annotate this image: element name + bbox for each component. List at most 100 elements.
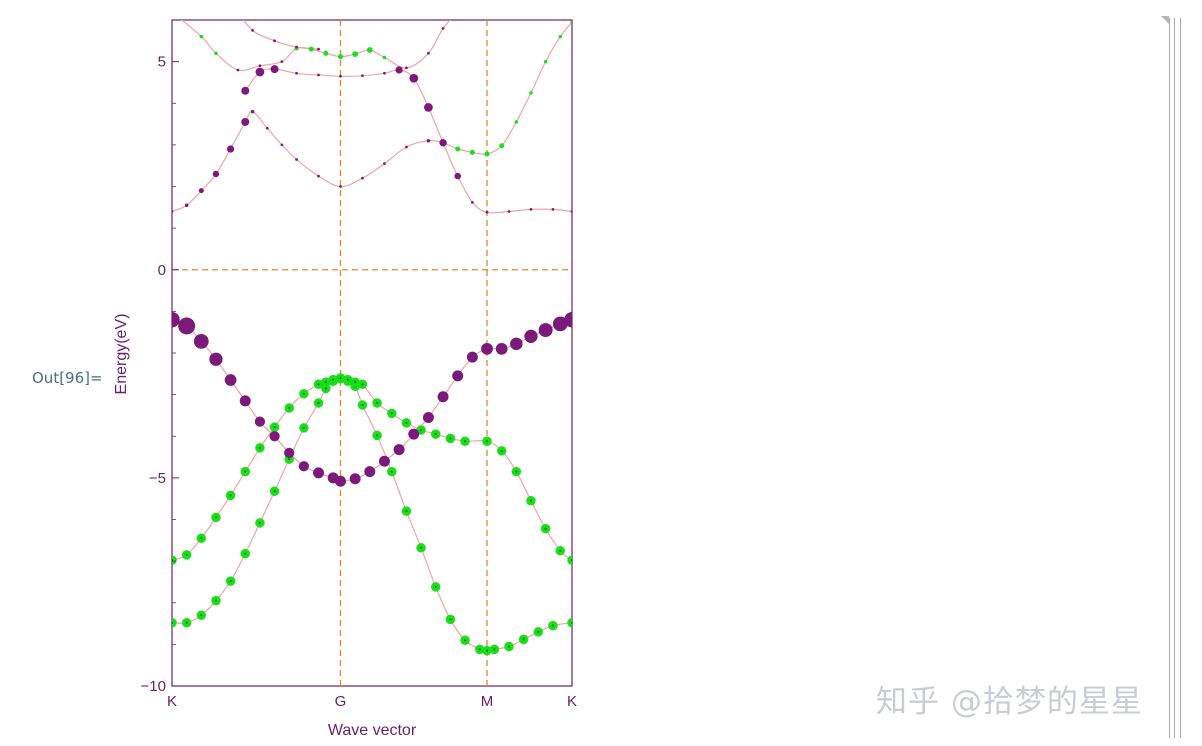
band-point: [466, 351, 478, 363]
band-curve-1: [172, 378, 572, 652]
band-point: [214, 51, 218, 56]
band-point: [538, 323, 553, 338]
band-point: [427, 51, 430, 55]
band-point: [570, 20, 572, 24]
band-point-center: [464, 639, 467, 642]
axis-ticks: 50−5−10K G M K: [141, 19, 577, 710]
band-point: [352, 51, 359, 58]
band-point-center: [478, 648, 481, 651]
band-point: [308, 46, 314, 52]
band-point: [409, 73, 419, 83]
band-point: [470, 200, 474, 204]
band-point: [529, 208, 533, 211]
band-point: [499, 143, 505, 149]
band-point-center: [288, 406, 291, 409]
band-point: [317, 47, 320, 51]
band-point: [378, 455, 390, 467]
band-point-center: [464, 440, 467, 443]
band-point: [209, 352, 223, 366]
band-point: [313, 467, 325, 479]
band-point: [298, 461, 309, 472]
band-point: [255, 67, 265, 77]
band-point: [226, 145, 235, 153]
band-point: [422, 412, 434, 424]
band-point-center: [434, 433, 437, 436]
band-point: [405, 66, 408, 70]
band-point-center: [551, 624, 554, 627]
band-point: [323, 50, 329, 56]
band-point-center: [361, 404, 364, 407]
band-point-center: [339, 376, 342, 379]
band-point: [193, 333, 209, 349]
band-point-center: [229, 494, 232, 497]
band-point: [395, 66, 403, 74]
band-point: [241, 86, 250, 95]
band-point-center: [390, 412, 393, 415]
band-point-center: [258, 521, 261, 524]
band-point: [258, 64, 262, 68]
band-point-center: [486, 649, 489, 652]
band-point: [529, 91, 533, 95]
band-point: [481, 342, 493, 355]
band-point-center: [302, 426, 305, 429]
band-point-center: [449, 618, 452, 621]
band-point: [469, 149, 475, 155]
band-point-center: [244, 552, 247, 555]
band-point-center: [515, 470, 518, 473]
band-point-center: [302, 392, 305, 395]
band-point: [241, 117, 250, 126]
band-point-center: [200, 614, 203, 617]
band-point-center: [405, 510, 408, 513]
x-tick-label: G: [335, 693, 347, 710]
watermark-text: 知乎 @拾梦的星星: [876, 684, 1143, 720]
band-point: [558, 34, 563, 39]
band-points: [172, 10, 572, 656]
cell-bracket-mid[interactable]: [1174, 18, 1175, 738]
band-point: [441, 26, 445, 30]
band-point: [454, 172, 461, 180]
band-point: [172, 555, 177, 566]
band-point-center: [214, 516, 217, 519]
cell-bracket-inner[interactable]: [1180, 18, 1181, 738]
band-point-center: [361, 383, 364, 386]
band-point-center: [529, 499, 532, 502]
band-point: [495, 342, 508, 355]
band-point: [567, 555, 572, 566]
band-point-center: [420, 546, 423, 549]
band-point: [280, 143, 284, 147]
cell-bracket-outer[interactable]: [1169, 18, 1170, 738]
band-point-center: [229, 580, 232, 583]
band-point-center: [185, 553, 188, 556]
band-point: [543, 59, 548, 64]
band-point: [172, 617, 177, 628]
band-point-center: [390, 470, 393, 473]
band-point: [236, 68, 240, 72]
cell-corner-marker[interactable]: [1161, 16, 1169, 24]
band-point: [337, 54, 343, 60]
band-point: [269, 431, 280, 442]
band-point-center: [507, 645, 510, 648]
band-point-center: [571, 621, 572, 624]
band-point: [393, 444, 405, 456]
band-point: [383, 162, 386, 165]
band-point: [510, 337, 523, 351]
band-point-center: [346, 378, 349, 381]
band-curve-7: [242, 20, 319, 50]
band-point: [361, 176, 364, 180]
band-point: [570, 210, 572, 213]
band-point-center: [376, 401, 379, 404]
band-point: [317, 73, 320, 77]
band-point-center: [200, 537, 203, 540]
y-axis-label: Energy(eV): [113, 314, 130, 395]
band-point-center: [420, 429, 423, 432]
band-point-center: [258, 446, 261, 449]
band-point: [172, 210, 174, 213]
band-point: [273, 39, 276, 43]
band-point: [364, 466, 376, 478]
band-point: [426, 138, 431, 143]
band-point-center: [288, 458, 291, 461]
band-point: [295, 45, 298, 49]
band-point: [280, 60, 284, 64]
band-point: [237, 10, 240, 13]
